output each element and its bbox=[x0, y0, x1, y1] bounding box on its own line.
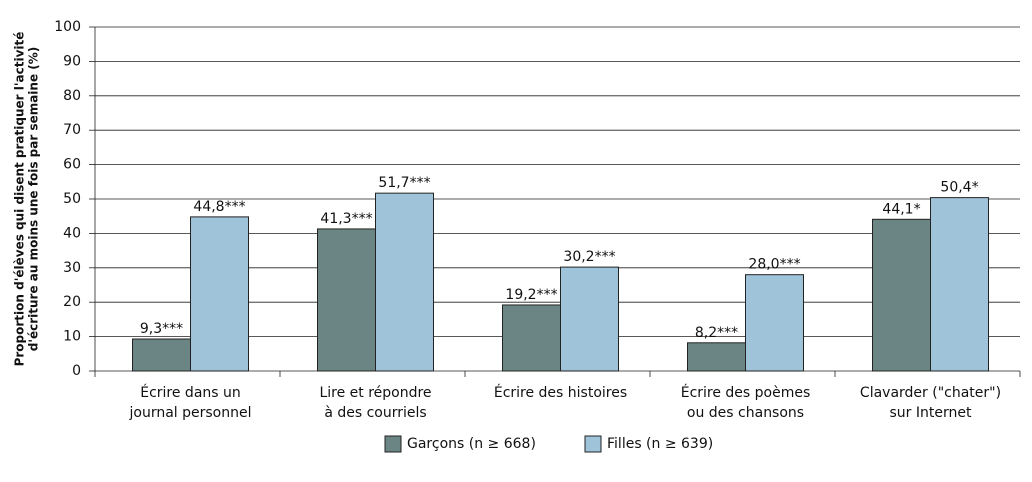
value-label: 44,8*** bbox=[193, 199, 245, 215]
bar bbox=[745, 274, 804, 372]
y-axis-title-line: Proportion d'élèves qui disent pratiquer… bbox=[13, 32, 27, 367]
legend-swatch bbox=[584, 435, 602, 453]
legend-label: Filles (n ≥ 639) bbox=[607, 436, 713, 452]
y-tick-label: 10 bbox=[63, 329, 81, 345]
x-tick-label: Lire et répondre bbox=[319, 385, 431, 401]
y-tick-label: 40 bbox=[63, 225, 81, 241]
y-tick-label: 0 bbox=[72, 363, 81, 379]
bar bbox=[502, 304, 561, 372]
bar bbox=[132, 338, 191, 372]
x-tick-label: ou des chansons bbox=[687, 405, 804, 421]
value-label: 8,2*** bbox=[695, 325, 738, 341]
value-label: 44,1* bbox=[882, 201, 920, 217]
x-tick-label: à des courriels bbox=[324, 405, 426, 421]
value-label: 19,2*** bbox=[505, 287, 557, 303]
bar bbox=[560, 266, 619, 372]
value-label: 30,2*** bbox=[563, 249, 615, 265]
bar bbox=[190, 216, 249, 372]
x-tick-label: Écrire des poèmes bbox=[681, 384, 811, 401]
x-tick-label: sur Internet bbox=[890, 405, 972, 421]
bar bbox=[375, 192, 434, 372]
bar bbox=[317, 228, 376, 372]
bar bbox=[872, 218, 931, 372]
bar bbox=[930, 197, 989, 372]
value-label: 9,3*** bbox=[140, 321, 183, 337]
y-tick-label: 80 bbox=[63, 88, 81, 104]
value-label: 51,7*** bbox=[378, 175, 430, 191]
y-axis-title-line: d'écriture au moins une fois par semaine… bbox=[27, 47, 41, 352]
x-tick-label: Écrire dans un bbox=[140, 384, 241, 401]
legend-swatch bbox=[384, 435, 402, 453]
y-tick-label: 20 bbox=[63, 294, 81, 310]
bar bbox=[687, 342, 746, 372]
x-tick-label: journal personnel bbox=[129, 405, 252, 421]
y-tick-label: 90 bbox=[63, 53, 81, 69]
legend-label: Garçons (n ≥ 668) bbox=[407, 436, 536, 452]
y-tick-label: 70 bbox=[63, 122, 81, 138]
value-label: 28,0*** bbox=[748, 257, 800, 273]
y-axis-title: Proportion d'élèves qui disent pratiquer… bbox=[13, 32, 41, 367]
x-tick-label: Écrire des histoires bbox=[494, 384, 627, 401]
x-tick-label: Clavarder ("chater") bbox=[860, 385, 1001, 401]
y-tick-label: 50 bbox=[63, 191, 81, 207]
value-label: 41,3*** bbox=[320, 211, 372, 227]
y-tick-label: 30 bbox=[63, 260, 81, 276]
y-tick-label: 100 bbox=[54, 19, 81, 35]
value-label: 50,4* bbox=[940, 180, 978, 196]
y-tick-label: 60 bbox=[63, 157, 81, 173]
